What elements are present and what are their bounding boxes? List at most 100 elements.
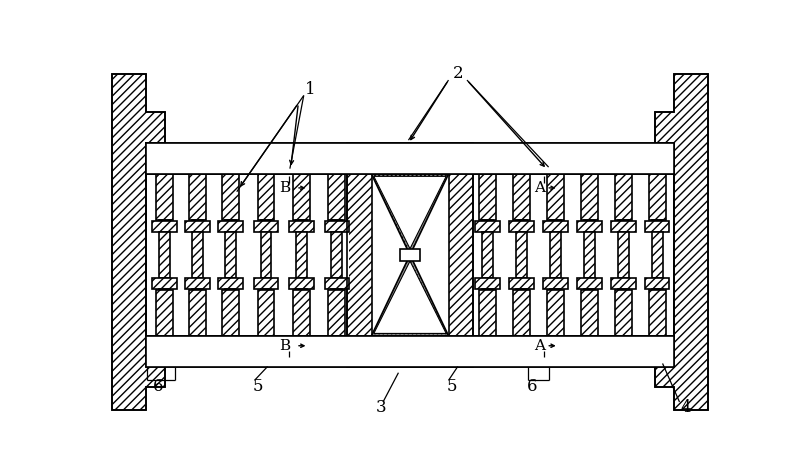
Bar [584, 289, 594, 290]
Text: B: B [279, 339, 290, 353]
Polygon shape [374, 261, 446, 333]
Bar [296, 232, 307, 278]
Bar [550, 232, 561, 278]
Bar [510, 221, 534, 232]
Bar [482, 232, 493, 278]
Bar [185, 278, 210, 289]
Bar [475, 221, 500, 232]
Bar [577, 278, 602, 289]
Bar [652, 232, 662, 278]
Bar [331, 232, 342, 278]
Bar [618, 220, 629, 221]
Bar [156, 174, 173, 220]
Bar [513, 174, 530, 220]
Bar [547, 174, 564, 220]
Bar [652, 220, 662, 221]
Bar [146, 336, 674, 367]
Bar [550, 289, 561, 290]
Bar [510, 278, 534, 289]
Bar [226, 220, 236, 221]
Bar [185, 232, 210, 278]
Bar [645, 221, 670, 232]
Bar [159, 232, 170, 278]
Bar [258, 290, 274, 336]
Bar [222, 174, 239, 220]
Bar [185, 221, 210, 232]
Text: 1: 1 [305, 81, 315, 98]
Bar [611, 232, 636, 278]
Bar [261, 220, 271, 221]
Bar [296, 289, 307, 290]
Bar [482, 289, 493, 290]
Bar [146, 336, 674, 367]
Bar [261, 289, 271, 290]
Bar [159, 220, 170, 221]
Polygon shape [112, 74, 165, 409]
Bar [258, 174, 274, 220]
Polygon shape [371, 174, 449, 255]
Bar [547, 290, 564, 336]
Bar [516, 220, 527, 221]
Bar [400, 249, 420, 261]
Bar [296, 220, 307, 221]
Bar [543, 221, 568, 232]
Bar [645, 278, 670, 289]
Bar [156, 290, 173, 336]
Bar [146, 143, 674, 174]
Bar [584, 220, 594, 221]
Bar [293, 174, 310, 220]
Bar [479, 174, 496, 220]
Bar [543, 232, 568, 278]
Bar [331, 220, 342, 221]
Bar [328, 290, 346, 336]
Bar [510, 232, 534, 278]
Bar [146, 174, 347, 336]
Bar [254, 232, 278, 278]
Bar [516, 232, 527, 278]
Text: 5: 5 [447, 378, 458, 395]
Bar [325, 221, 349, 232]
Polygon shape [371, 255, 449, 336]
Bar [254, 278, 278, 289]
Bar [192, 232, 203, 278]
Bar [189, 174, 206, 220]
Bar [325, 232, 349, 278]
Bar [615, 290, 632, 336]
Polygon shape [655, 74, 708, 409]
Bar [293, 290, 310, 336]
Bar [577, 221, 602, 232]
Bar [218, 221, 243, 232]
Bar [222, 290, 239, 336]
Bar [152, 221, 177, 232]
Bar [618, 232, 629, 278]
Bar [543, 278, 568, 289]
Bar [347, 174, 371, 336]
Bar [516, 289, 527, 290]
Bar [581, 174, 598, 220]
Bar [482, 220, 493, 221]
Bar [475, 278, 500, 289]
Bar [347, 336, 473, 367]
Bar [645, 232, 670, 278]
Bar [475, 232, 500, 278]
Bar [550, 220, 561, 221]
Bar [289, 232, 314, 278]
Bar [331, 289, 342, 290]
Bar [289, 221, 314, 232]
Bar [159, 289, 170, 290]
Bar [189, 290, 206, 336]
Bar [513, 290, 530, 336]
Bar [649, 290, 666, 336]
Bar [289, 278, 314, 289]
Bar [226, 289, 236, 290]
Bar [473, 174, 674, 336]
Bar [218, 278, 243, 289]
Text: 2: 2 [453, 66, 463, 83]
Bar [192, 220, 203, 221]
Text: A: A [534, 339, 545, 353]
Bar [615, 174, 632, 220]
Bar [192, 289, 203, 290]
Text: 6: 6 [153, 378, 163, 395]
Bar [479, 290, 496, 336]
Bar [649, 174, 666, 220]
